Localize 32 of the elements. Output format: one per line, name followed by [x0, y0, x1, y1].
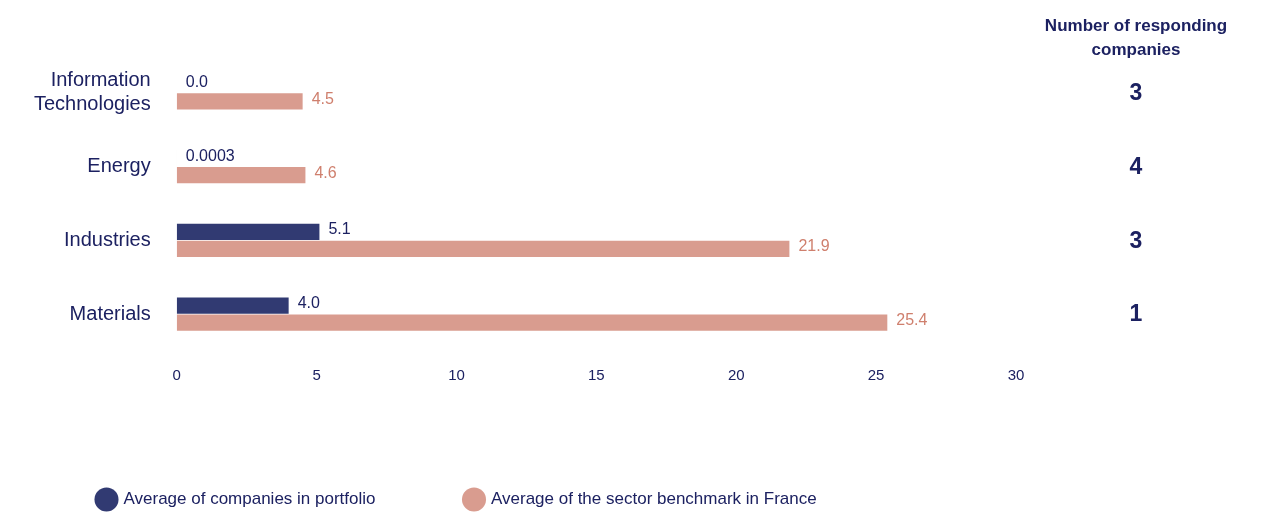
bar — [176, 297, 289, 314]
text: 1 — [1129, 300, 1143, 327]
data-label: 4.0 — [297, 294, 320, 312]
x-tick-label: 5 — [312, 366, 321, 384]
bar — [176, 167, 306, 184]
y-tick-label: Energy — [87, 154, 151, 177]
data-label: 5.1 — [328, 220, 351, 238]
legend-label: Average of the sector benchmark in France — [491, 489, 817, 509]
bar — [176, 314, 888, 331]
data-label: 0.0 — [185, 72, 209, 90]
x-tick-label: 10 — [448, 366, 465, 384]
data-label: 21.9 — [798, 237, 830, 255]
bar — [176, 223, 320, 240]
x-tick-label: 0 — [172, 366, 181, 384]
y-tick-label: Industries — [64, 227, 151, 250]
text: 4 — [1129, 152, 1143, 179]
x-tick-label: 30 — [1007, 366, 1025, 384]
text: 3 — [1129, 79, 1143, 106]
x-tick-label: 20 — [727, 366, 745, 384]
text: 3 — [1129, 226, 1143, 253]
data-label: 25.4 — [896, 311, 928, 329]
x-tick-label: 15 — [588, 366, 605, 384]
y-tick-label: Materials — [69, 301, 151, 324]
x-tick-label: 25 — [867, 366, 885, 384]
data-label: 4.5 — [311, 89, 334, 107]
data-label: 0.0003 — [185, 146, 235, 164]
y-tick-label: Information Technologies — [34, 68, 151, 115]
bar — [176, 240, 790, 257]
bar — [176, 93, 303, 110]
legend-label: Average of companies in portfolio — [123, 489, 376, 509]
data-label: 4.6 — [314, 163, 337, 181]
text: Number of responding companies — [1044, 15, 1228, 59]
